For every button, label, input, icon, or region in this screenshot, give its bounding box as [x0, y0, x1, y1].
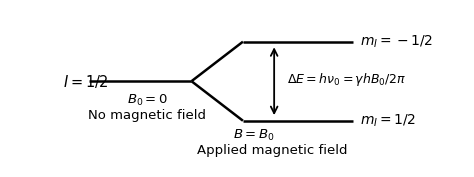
- Text: No magnetic field: No magnetic field: [89, 109, 206, 122]
- Text: Applied magnetic field: Applied magnetic field: [197, 144, 347, 157]
- Text: $B = B_0$: $B = B_0$: [233, 128, 275, 143]
- Text: $I = 1/2$: $I = 1/2$: [63, 73, 109, 90]
- Text: $B_0 = 0$: $B_0 = 0$: [127, 93, 168, 108]
- Text: $m_I = -1/2$: $m_I = -1/2$: [360, 33, 434, 50]
- Text: $\Delta E = h\nu_0 = \gamma h B_0/2\pi$: $\Delta E = h\nu_0 = \gamma h B_0/2\pi$: [287, 71, 406, 88]
- Text: $m_I = 1/2$: $m_I = 1/2$: [360, 113, 417, 129]
